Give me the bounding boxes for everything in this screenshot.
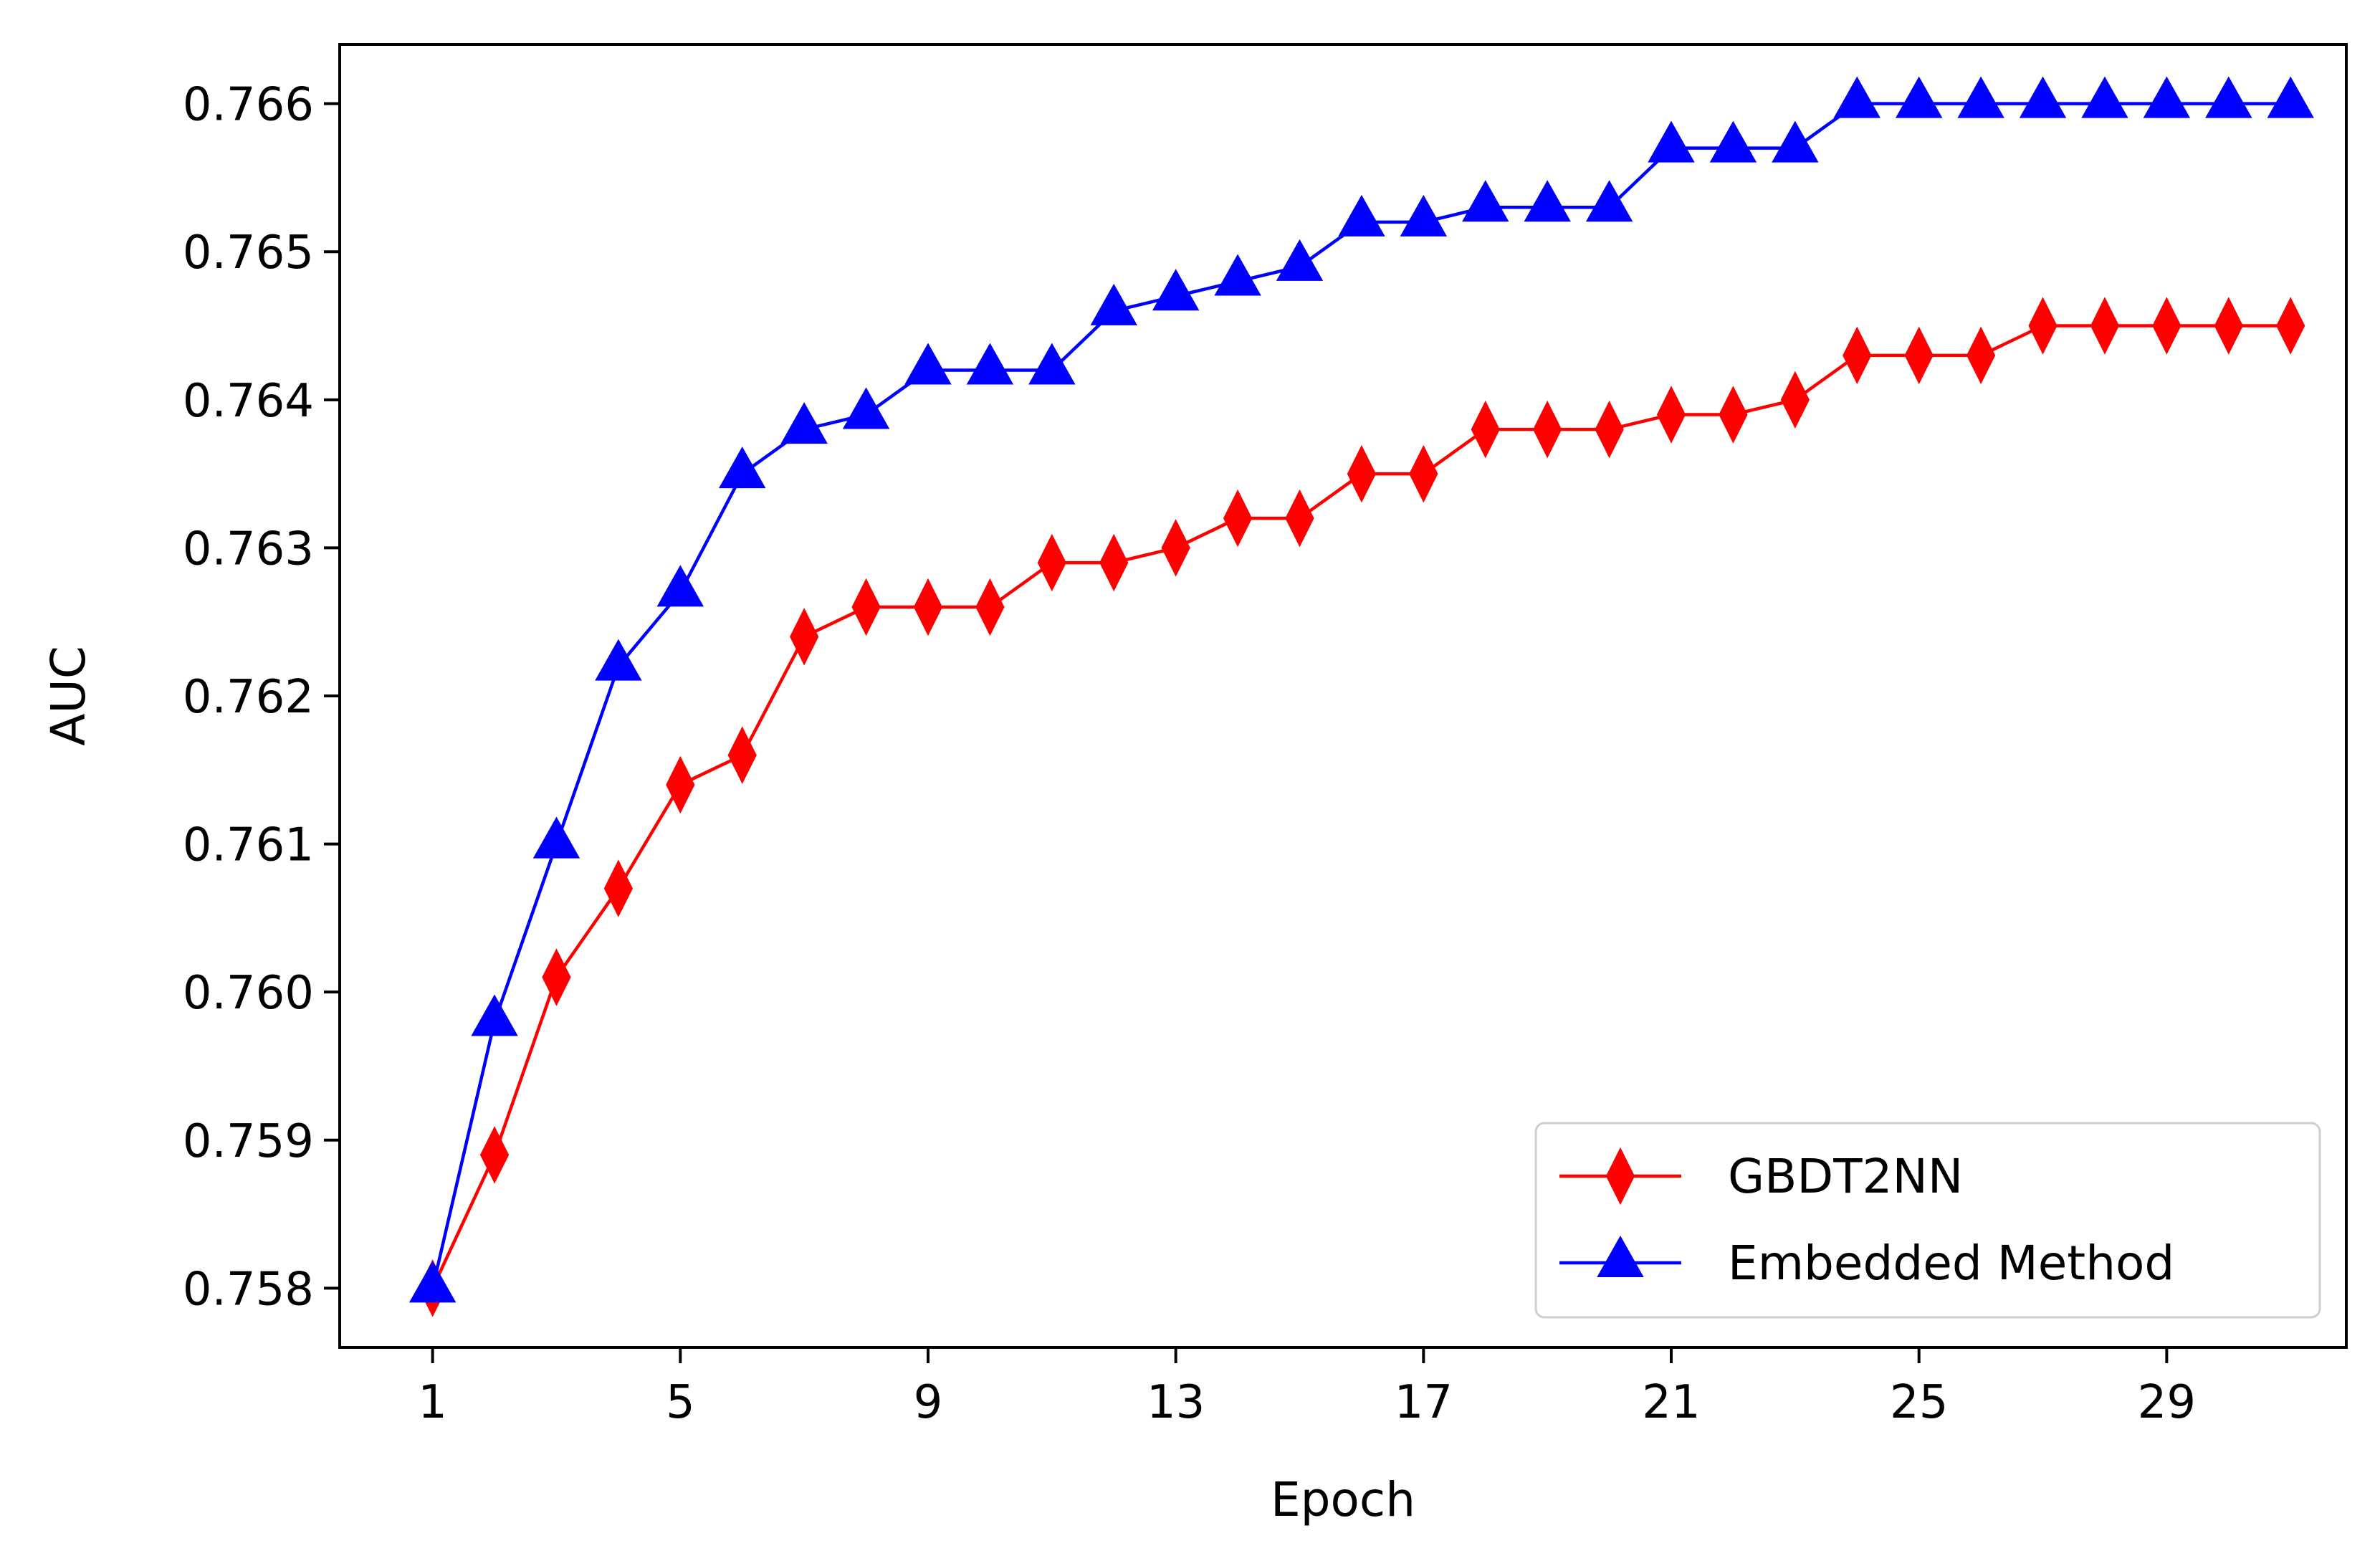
legend-marker-embedded-method <box>1597 1235 1644 1277</box>
data-point-embedded-method <box>2143 76 2191 118</box>
data-point-embedded-method <box>1276 239 1324 281</box>
data-point-gbdt2nn <box>851 578 881 636</box>
legend-marker-gbdt2nn <box>1605 1147 1635 1205</box>
legend-label-gbdt2nn: GBDT2NN <box>1728 1149 1963 1204</box>
data-point-gbdt2nn <box>2152 297 2181 355</box>
data-point-embedded-method <box>408 1261 457 1303</box>
data-point-embedded-method <box>2081 76 2128 118</box>
data-point-embedded-method <box>1338 194 1385 237</box>
data-point-embedded-method <box>719 447 766 489</box>
data-point-gbdt2nn <box>975 578 1005 636</box>
x-tick-label: 5 <box>666 1376 695 1429</box>
y-axis-label: AUC <box>41 646 96 746</box>
y-tick-label: 0.763 <box>183 522 314 576</box>
data-point-embedded-method <box>1214 254 1261 296</box>
data-point-gbdt2nn <box>1223 489 1253 548</box>
data-point-embedded-method <box>1833 76 1880 118</box>
plot-area-frame <box>338 43 2348 1349</box>
data-point-gbdt2nn <box>2214 297 2243 355</box>
y-tick-label: 0.759 <box>183 1115 314 1168</box>
data-point-embedded-method <box>904 343 952 385</box>
data-point-gbdt2nn <box>2028 297 2058 355</box>
data-point-gbdt2nn <box>1161 519 1190 577</box>
series-gbdt2nn <box>418 297 2305 1317</box>
series-layer <box>408 76 2314 1317</box>
data-point-embedded-method <box>966 343 1014 385</box>
data-point-embedded-method <box>780 402 828 444</box>
y-tick-label: 0.766 <box>183 79 314 132</box>
data-point-gbdt2nn <box>790 608 819 666</box>
data-point-gbdt2nn <box>1904 326 1934 385</box>
data-point-gbdt2nn <box>1285 489 1314 548</box>
data-point-gbdt2nn <box>1966 326 1996 385</box>
data-point-gbdt2nn <box>603 859 634 917</box>
data-point-gbdt2nn <box>666 755 695 814</box>
data-point-embedded-method <box>2019 76 2067 118</box>
data-point-embedded-method <box>532 816 580 859</box>
data-point-gbdt2nn <box>1843 326 1872 385</box>
data-point-embedded-method <box>1772 120 1819 163</box>
data-point-embedded-method <box>1957 76 2004 118</box>
data-point-embedded-method <box>1462 180 1509 222</box>
x-tick-label: 25 <box>1890 1376 1948 1429</box>
data-point-gbdt2nn <box>1099 533 1129 592</box>
data-point-gbdt2nn <box>1780 371 1810 429</box>
data-point-embedded-method <box>2205 76 2252 118</box>
data-point-gbdt2nn <box>542 948 571 1006</box>
y-tick-label: 0.765 <box>183 226 314 280</box>
data-point-gbdt2nn <box>479 1126 510 1184</box>
data-point-embedded-method <box>471 994 518 1036</box>
data-point-gbdt2nn <box>1409 444 1438 503</box>
legend-label-embedded-method: Embedded Method <box>1728 1236 2174 1291</box>
data-point-gbdt2nn <box>2276 297 2305 355</box>
data-point-embedded-method <box>1895 76 1943 118</box>
data-point-embedded-method <box>842 387 890 429</box>
legend: GBDT2NN Embedded Method <box>1534 1122 2321 1319</box>
x-axis-ticks: 1 5 9 13 17 21 25 29 <box>418 1347 2196 1429</box>
x-tick-label: 9 <box>914 1376 943 1429</box>
data-point-embedded-method <box>2267 76 2314 118</box>
x-tick-label: 29 <box>2138 1376 2196 1429</box>
data-point-embedded-method <box>1524 180 1571 222</box>
x-tick-label: 17 <box>1395 1376 1453 1429</box>
data-point-embedded-method <box>1648 120 1695 163</box>
data-point-gbdt2nn <box>1595 400 1624 459</box>
legend-box <box>1534 1122 2321 1319</box>
data-point-gbdt2nn <box>2090 297 2120 355</box>
data-point-embedded-method <box>1400 194 1448 237</box>
y-tick-label: 0.761 <box>183 819 314 872</box>
data-point-gbdt2nn <box>913 578 943 636</box>
data-point-gbdt2nn <box>1037 533 1066 592</box>
data-point-embedded-method <box>595 639 642 681</box>
y-axis-ticks: 0.758 0.759 0.760 0.761 0.762 0.763 0.764 0.765… <box>183 79 340 1316</box>
y-tick-label: 0.764 <box>183 375 314 428</box>
data-point-gbdt2nn <box>1533 400 1562 459</box>
data-point-gbdt2nn <box>1656 386 1686 444</box>
data-point-embedded-method <box>1090 283 1137 325</box>
data-point-embedded-method <box>656 565 704 607</box>
y-tick-label: 0.760 <box>183 967 314 1020</box>
data-point-embedded-method <box>1028 343 1076 385</box>
data-point-gbdt2nn <box>1347 444 1377 503</box>
x-tick-label: 13 <box>1147 1376 1205 1429</box>
y-tick-label: 0.762 <box>183 671 314 724</box>
data-point-gbdt2nn <box>727 726 757 784</box>
y-tick-label: 0.758 <box>183 1263 314 1316</box>
x-axis-label: Epoch <box>1271 1472 1415 1527</box>
data-point-embedded-method <box>1152 269 1200 311</box>
data-point-gbdt2nn <box>1719 386 1748 444</box>
data-point-embedded-method <box>1709 120 1757 163</box>
data-point-gbdt2nn <box>1471 400 1500 459</box>
x-tick-label: 1 <box>418 1376 447 1429</box>
series-embedded-method <box>408 76 2314 1303</box>
x-tick-label: 21 <box>1642 1376 1700 1429</box>
data-point-embedded-method <box>1585 180 1633 222</box>
